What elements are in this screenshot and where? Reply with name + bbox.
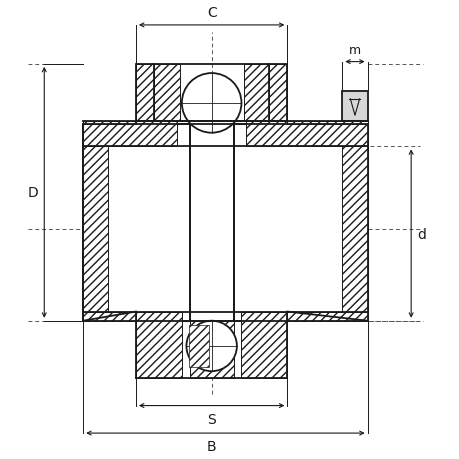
Polygon shape: [287, 122, 367, 124]
Bar: [136, 65, 287, 122]
Polygon shape: [154, 65, 179, 122]
Text: C: C: [207, 6, 216, 20]
Polygon shape: [83, 122, 177, 147]
Text: d: d: [417, 227, 425, 241]
Polygon shape: [83, 312, 181, 321]
Polygon shape: [136, 65, 154, 122]
Polygon shape: [269, 65, 287, 122]
Circle shape: [186, 321, 236, 371]
Bar: [341, 92, 367, 122]
Polygon shape: [241, 312, 367, 321]
Polygon shape: [83, 122, 136, 124]
Bar: [341, 124, 367, 321]
Bar: [83, 124, 367, 321]
Polygon shape: [241, 312, 287, 378]
Bar: [83, 124, 108, 321]
Text: S: S: [207, 412, 216, 425]
Bar: [189, 124, 233, 321]
Bar: [83, 124, 367, 321]
Bar: [189, 316, 233, 378]
Polygon shape: [243, 65, 269, 122]
Polygon shape: [188, 325, 209, 367]
Text: m: m: [348, 44, 360, 57]
Text: B: B: [207, 439, 216, 453]
Polygon shape: [136, 312, 181, 378]
Circle shape: [181, 74, 241, 134]
Text: D: D: [28, 186, 39, 200]
Polygon shape: [246, 122, 367, 147]
